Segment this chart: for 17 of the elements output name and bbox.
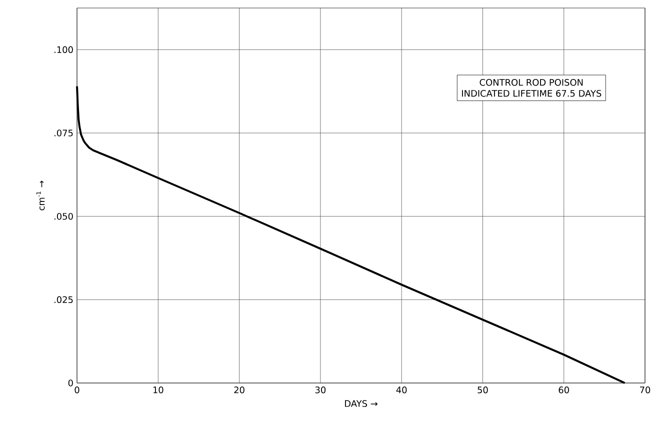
x-tick-label: 20 [234, 386, 244, 394]
x-tick-label: 70 [640, 386, 650, 394]
x-tick-label: 10 [153, 386, 164, 394]
y-tick-label: .050 [54, 212, 73, 220]
y-tick-label: .100 [54, 46, 73, 54]
x-tick-label: 0 [74, 386, 80, 394]
annotation: INDICATED LIFETIME 67.5 DAYS [462, 90, 602, 97]
x-tick-label: 50 [478, 386, 488, 394]
y-tick-label: .025 [54, 296, 73, 304]
annotation: CONTROL ROD POISON [480, 79, 583, 86]
y-tick-label: 0 [68, 380, 73, 386]
x-axis-title: DAYS → [345, 400, 378, 407]
x-tick-label: 60 [558, 386, 569, 394]
x-tick-label: 40 [396, 386, 407, 394]
y-tick-label: .075 [54, 130, 73, 136]
x-tick-label: 30 [315, 386, 326, 394]
y-axis-title: cm$^{-1}$ → [36, 180, 45, 210]
